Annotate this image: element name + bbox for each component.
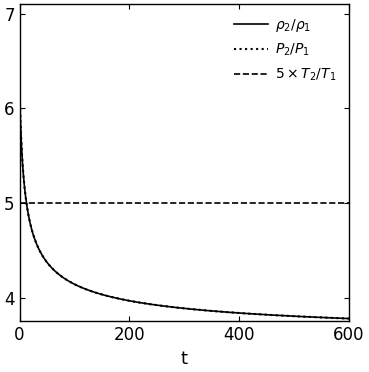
$\rho_2/\rho_1$ <box>277 313 281 318</box>
$5\times T_2/T_1$ <box>18 201 22 205</box>
X-axis label: t: t <box>181 350 188 368</box>
$\rho_2/\rho_1$ <box>337 316 342 320</box>
$\rho_2/\rho_1$ <box>169 305 173 309</box>
Line: $\rho_2/\rho_1$: $\rho_2/\rho_1$ <box>20 98 349 318</box>
$P_2/P_1$ <box>169 305 173 309</box>
$P_2/P_1$ <box>337 316 342 320</box>
$P_2/P_1$ <box>18 96 22 100</box>
$P_2/P_1$ <box>347 316 351 321</box>
$\rho_2/\rho_1$ <box>178 306 182 310</box>
$\rho_2/\rho_1$ <box>18 96 22 100</box>
$P_2/P_1$ <box>337 316 342 320</box>
Line: $P_2/P_1$: $P_2/P_1$ <box>20 98 349 318</box>
$P_2/P_1$ <box>277 313 281 318</box>
$5\times T_2/T_1$ <box>17 201 22 205</box>
Legend: $\rho_2/\rho_1$, $P_2/P_1$, $5\times T_2/T_1$: $\rho_2/\rho_1$, $P_2/P_1$, $5\times T_2… <box>228 11 342 89</box>
$\rho_2/\rho_1$ <box>34 242 39 246</box>
$P_2/P_1$ <box>178 306 182 310</box>
$\rho_2/\rho_1$ <box>337 316 342 320</box>
$P_2/P_1$ <box>34 242 39 246</box>
$\rho_2/\rho_1$ <box>347 316 351 321</box>
